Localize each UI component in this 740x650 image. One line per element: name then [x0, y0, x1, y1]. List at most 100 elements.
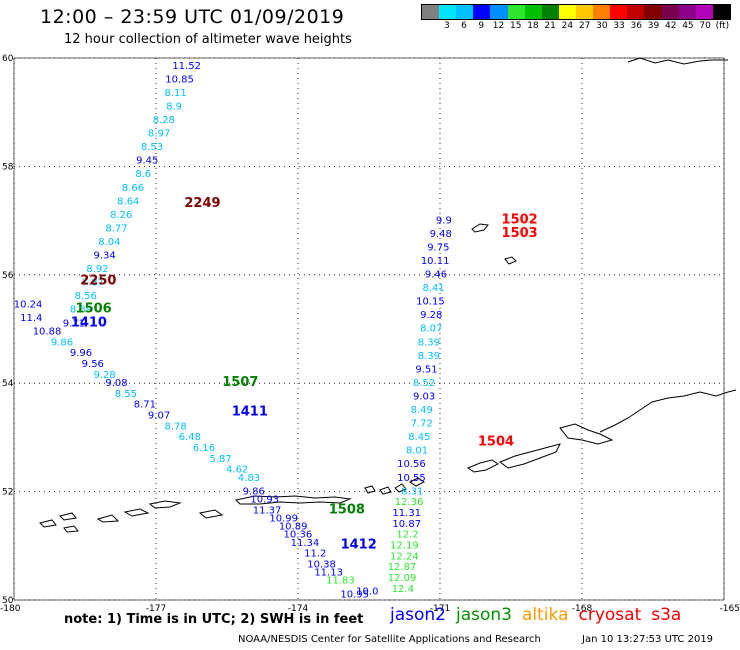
swh-reading: 12.09	[388, 573, 417, 584]
swh-reading: 10.0	[356, 587, 378, 598]
satellite-legend-s3a: s3a	[651, 605, 682, 625]
swh-reading: 8.64	[117, 196, 139, 207]
swh-reading: 9.96	[70, 348, 92, 359]
swh-reading: 8.55	[115, 389, 137, 400]
map-grid	[13, 57, 725, 601]
swh-reading: 8.39	[418, 337, 440, 348]
swh-reading: 8.26	[110, 210, 132, 221]
swh-reading: 8.78	[165, 421, 187, 432]
swh-reading: 9.51	[415, 364, 437, 375]
swh-reading: 8.77	[105, 223, 127, 234]
swh-reading: 10.36	[284, 530, 313, 541]
color-swatch	[439, 5, 457, 19]
swh-reading: 9.75	[427, 242, 449, 253]
color-scale-label: 3	[443, 21, 450, 31]
unalaska-island	[498, 443, 561, 469]
color-scale-bar	[421, 4, 731, 20]
pass-time-label: 1503	[502, 226, 538, 241]
pribilof-island-2	[504, 256, 517, 265]
color-scale-label: 12	[492, 21, 505, 31]
color-scale-label: 30	[596, 21, 608, 31]
longitude-label: -168	[572, 604, 593, 614]
latitude-label: 52	[2, 488, 13, 498]
swh-reading: 4.83	[238, 473, 260, 484]
swh-reading: 7.72	[411, 419, 433, 430]
color-scale-label: 6	[461, 21, 467, 31]
map-frame	[13, 57, 725, 601]
color-swatch	[490, 5, 508, 19]
swh-reading: 6.16	[193, 443, 215, 454]
swh-reading: 9.03	[413, 391, 435, 402]
pass-time-label: 2249	[184, 196, 220, 211]
color-swatch	[473, 5, 491, 19]
swh-reading: 12.87	[388, 562, 417, 573]
pass-time-label: 1504	[478, 435, 514, 450]
swh-reading: 9.71	[63, 318, 85, 329]
swh-reading: 6.48	[179, 432, 201, 443]
longitude-label: -180	[0, 604, 21, 614]
satellite-legend-jason3: jason3	[456, 605, 512, 625]
swh-reading: 8.66	[122, 183, 144, 194]
swh-reading: 8.01	[406, 446, 428, 457]
pass-time-label: 1508	[329, 502, 365, 517]
swh-reading: 9.45	[136, 156, 158, 167]
color-scale-labels: 3 6 9 12 15 18 21 24 27 30 33 36 39 42 45 70 (ft)	[421, 20, 731, 34]
swh-reading: 10.88	[33, 326, 62, 337]
swh-reading: 9.28	[420, 310, 442, 321]
latitude-label: 50	[2, 596, 14, 606]
swh-reading: 9.08	[105, 378, 127, 389]
swh-reading: 11.2	[304, 549, 326, 560]
map-subtitle: 12 hour collection of altimeter wave hei…	[64, 32, 352, 47]
swh-reading: 12.2	[396, 530, 418, 541]
pribilof-island	[471, 223, 489, 233]
swh-reading: 9.34	[94, 251, 116, 262]
alaska-peninsula	[599, 389, 737, 433]
swh-reading: 11.4	[20, 313, 42, 324]
islands-of-four-mountains	[364, 477, 425, 495]
swh-reading: 10.15	[416, 297, 445, 308]
swh-reading: 10.89	[279, 522, 308, 533]
swh-reading: 10.87	[392, 519, 421, 530]
swh-reading: 8.71	[134, 400, 156, 411]
pass-time-label: 1502	[502, 212, 538, 227]
swh-reading: 10.38	[307, 559, 336, 570]
color-swatch	[524, 5, 542, 19]
swh-reading: 8.04	[98, 237, 120, 248]
swh-reading: 11.37	[253, 505, 282, 516]
swh-reading: 8.39	[418, 351, 440, 362]
color-swatch	[644, 5, 662, 19]
swh-reading: 9.56	[82, 359, 104, 370]
swh-reading: 5.87	[209, 454, 231, 465]
color-swatch	[507, 5, 525, 19]
latitude-label: 56	[2, 271, 14, 281]
color-scale-label: 9	[478, 21, 485, 31]
swh-reading: 4.62	[226, 465, 248, 476]
color-swatch	[712, 5, 730, 19]
satellite-legend-altika: altika	[522, 605, 569, 625]
color-scale-label: 70	[699, 21, 711, 31]
swh-reading: 12.36	[395, 497, 424, 508]
swh-reading: 11.83	[326, 576, 355, 587]
swh-reading: 8.11	[165, 88, 187, 99]
swh-reading: 8.49	[411, 405, 433, 416]
color-swatch	[678, 5, 696, 19]
color-scale-label: 33	[613, 21, 625, 31]
swh-reading: 10.11	[421, 256, 450, 267]
swh-reading: 8.6	[135, 169, 151, 180]
swh-reading: 8.56	[75, 291, 97, 302]
longitude-label: -165	[720, 604, 740, 614]
color-scale-label: 18	[527, 21, 539, 31]
track-cryosat-2249-2250: 11.52 10.85 8.11 8.9 8.28 8.97 8.53 9.45 8.6 8.66…	[63, 61, 201, 329]
track-cryosat-1502-1504: 9.9 9.48 9.75 10.11 9.46 8.41 10.15 9.28 8.07 8.3…	[388, 215, 452, 595]
color-scale-label: 36	[630, 21, 642, 31]
swh-reading: 12.24	[390, 551, 419, 562]
axis-labels: 60 58 56 54 52 50-180 -177 -174 -171 -168 -165	[0, 54, 740, 614]
color-scale-label: (ft)	[715, 21, 730, 31]
color-swatch	[627, 5, 645, 19]
swh-reading: 9.9	[436, 215, 452, 226]
swh-reading: 11.52	[172, 61, 201, 72]
swh-reading: 9.86	[243, 486, 265, 497]
color-scale-label: 39	[647, 21, 660, 31]
